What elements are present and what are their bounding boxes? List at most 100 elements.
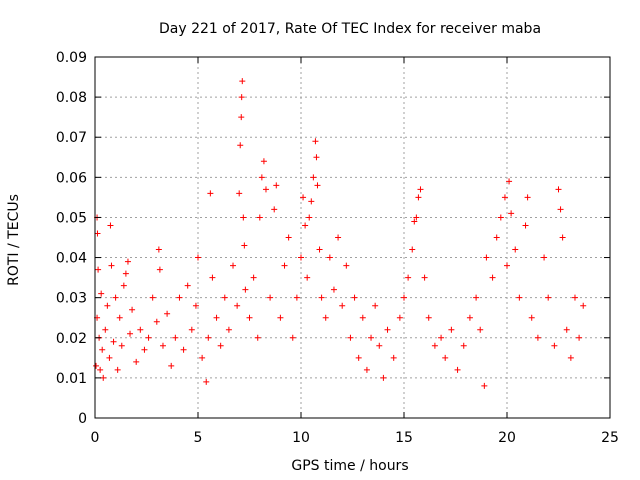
data-point xyxy=(442,354,449,361)
data-point xyxy=(308,198,315,205)
data-point xyxy=(448,326,455,333)
plot-frame xyxy=(94,56,611,419)
data-point xyxy=(285,234,292,241)
data-point xyxy=(576,334,583,341)
data-point xyxy=(493,234,500,241)
data-point xyxy=(230,262,237,269)
data-point xyxy=(363,366,370,373)
data-point xyxy=(159,342,166,349)
data-point xyxy=(326,254,333,261)
data-point xyxy=(242,286,249,293)
data-point xyxy=(145,334,152,341)
data-point xyxy=(217,342,224,349)
data-point xyxy=(188,326,195,333)
data-point xyxy=(355,354,362,361)
data-point xyxy=(580,302,587,309)
y-tick-label: 0.09 xyxy=(56,50,87,66)
data-point xyxy=(104,302,111,309)
data-point xyxy=(100,374,107,381)
data-point xyxy=(415,194,422,201)
data-point xyxy=(234,302,241,309)
x-tick-label: 20 xyxy=(498,430,516,446)
data-point xyxy=(401,294,407,301)
data-point xyxy=(483,254,490,261)
data-point xyxy=(376,342,383,349)
x-tick-label: 0 xyxy=(91,430,100,446)
data-point xyxy=(314,182,321,189)
x-axis-label: GPS time / hours xyxy=(291,458,408,474)
data-point xyxy=(417,186,424,193)
data-point xyxy=(312,138,319,145)
data-point xyxy=(335,234,342,241)
data-point xyxy=(99,346,106,353)
data-point xyxy=(481,382,488,389)
data-point xyxy=(240,214,247,221)
data-point xyxy=(250,274,257,281)
data-point xyxy=(195,254,201,261)
data-point xyxy=(293,294,300,301)
data-point xyxy=(93,362,100,369)
data-point xyxy=(155,246,162,253)
axes xyxy=(94,56,611,419)
gridlines xyxy=(95,57,610,418)
data-point xyxy=(267,294,274,301)
data-point xyxy=(497,214,504,221)
data-point xyxy=(545,294,552,301)
data-point xyxy=(384,326,391,333)
data-point xyxy=(528,314,535,321)
data-point xyxy=(239,78,246,85)
data-point xyxy=(555,186,562,193)
data-point xyxy=(524,194,531,201)
chart-title: Day 221 of 2017, Rate Of TEC Index for r… xyxy=(159,21,541,37)
data-point xyxy=(557,206,564,213)
data-point xyxy=(413,214,420,221)
data-point xyxy=(98,290,105,297)
data-point xyxy=(102,326,109,333)
data-point xyxy=(246,314,253,321)
data-point xyxy=(289,334,296,341)
data-point xyxy=(116,314,123,321)
data-point xyxy=(254,334,261,341)
data-point xyxy=(567,354,574,361)
data-point xyxy=(237,142,244,149)
data-point xyxy=(421,274,428,281)
data-point xyxy=(302,222,309,229)
data-point xyxy=(318,294,325,301)
data-point xyxy=(501,194,508,201)
data-point xyxy=(260,158,267,165)
data-point xyxy=(512,246,519,253)
data-point xyxy=(156,266,163,273)
data-point xyxy=(551,342,558,349)
data-point xyxy=(343,262,350,269)
data-point xyxy=(516,294,523,301)
data-point xyxy=(425,314,432,321)
data-point xyxy=(559,234,566,241)
data-point xyxy=(137,326,144,333)
data-point xyxy=(141,346,148,353)
data-point xyxy=(460,342,467,349)
data-point xyxy=(129,306,136,313)
y-tick-label: 0.03 xyxy=(56,291,87,307)
y-tick-label: 0.02 xyxy=(56,331,87,347)
data-point xyxy=(506,178,513,185)
data-point xyxy=(508,210,515,217)
data-point xyxy=(322,314,329,321)
data-point xyxy=(238,94,245,101)
data-point xyxy=(97,366,104,373)
data-point xyxy=(262,186,269,193)
data-points xyxy=(93,78,587,389)
data-point xyxy=(277,314,284,321)
data-point xyxy=(473,294,480,301)
data-point xyxy=(271,206,278,213)
data-point xyxy=(256,214,263,221)
data-point xyxy=(372,302,379,309)
data-point xyxy=(213,314,220,321)
data-point xyxy=(238,114,245,121)
data-point xyxy=(390,354,397,361)
data-point xyxy=(108,262,115,269)
data-point xyxy=(241,242,248,249)
data-point xyxy=(411,218,418,225)
data-point xyxy=(504,262,510,269)
data-point xyxy=(477,326,484,333)
data-point xyxy=(405,274,412,281)
